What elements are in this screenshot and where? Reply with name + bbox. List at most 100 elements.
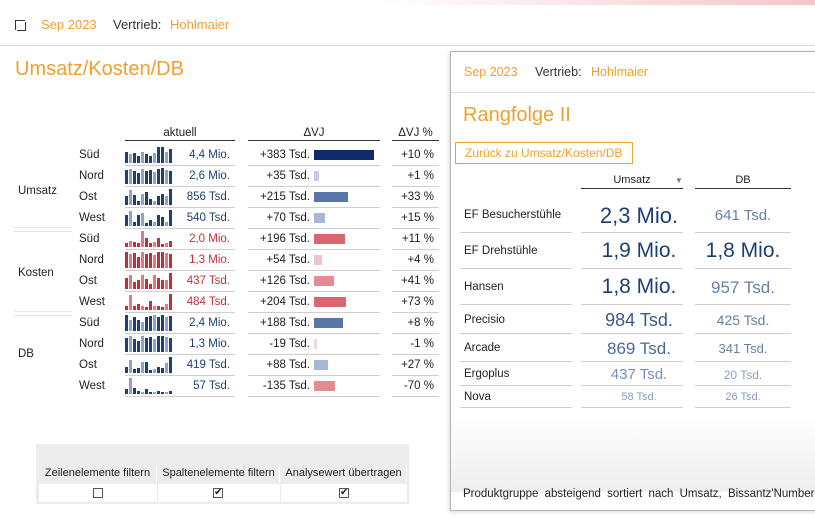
sparkline-bar (149, 253, 152, 268)
sparkline-bar (137, 304, 140, 310)
table-row[interactable]: Nord 1,3 Mio. +54 Tsd. +4 % (0, 250, 445, 271)
sparkline-bar (145, 223, 148, 226)
sparkline-bar (161, 368, 164, 373)
region-label: Nord (79, 338, 104, 350)
sparkline-bar (153, 242, 156, 247)
sparkline-chart (125, 252, 181, 268)
sparkline-bar (145, 154, 148, 163)
table-row[interactable]: Süd 2,4 Mio. +188 Tsd. +8 % (0, 313, 445, 334)
delta-vj-bar (314, 381, 335, 391)
transfer-analysis-checkbox[interactable]: ✔ (339, 487, 349, 498)
table-row[interactable]: Ost 856 Tsd. +215 Tsd. +33 % (0, 187, 445, 208)
ranking-row[interactable]: Precisio 984 Tsd. 425 Tsd. (451, 307, 815, 334)
sparkline-chart (125, 273, 181, 289)
filter-rows-checkbox[interactable] (93, 488, 103, 498)
actual-value: 437 Tsd. (186, 275, 230, 287)
ranking-row[interactable]: EF Besucherstühle 2,3 Mio. 641 Tsd. (451, 199, 815, 233)
period-selector[interactable]: Sep 2023 (41, 17, 97, 32)
sales-selector[interactable]: Hohlmaier (170, 17, 230, 32)
sparkline-bar (169, 254, 172, 268)
actual-value: 540 Tsd. (186, 212, 230, 224)
column-header-actual: aktuell (125, 127, 235, 141)
sparkline-bar (133, 369, 136, 373)
sparkline-chart (125, 378, 181, 394)
accent-line (380, 0, 815, 5)
sparkline-bar (133, 282, 136, 289)
table-row[interactable]: Ost 419 Tsd. +88 Tsd. +27 % (0, 355, 445, 376)
sparkline-bar (157, 306, 160, 310)
collapse-icon[interactable] (15, 20, 26, 31)
sparkline-chart (125, 147, 181, 163)
sparkline-bar (137, 173, 140, 184)
back-button[interactable]: Zurück zu Umsatz/Kosten/DB (455, 142, 634, 164)
column-header-delta-vj-pct[interactable]: ΔVJ % (392, 127, 439, 141)
sparkline-bar (141, 392, 144, 394)
actual-value: 2,0 Mio. (189, 233, 230, 245)
ranking-row[interactable]: EF Drehstühle 1,9 Mio. 1,8 Mio. (451, 235, 815, 269)
sparkline-bar (145, 254, 148, 268)
sparkline-bar (137, 243, 140, 247)
sparkline-bar (153, 255, 156, 268)
table-row[interactable]: Nord 2,6 Mio. +35 Tsd. +1 % (0, 166, 445, 187)
sparkline-bar (125, 338, 128, 352)
group-label: Kosten (18, 267, 54, 279)
ranking-row[interactable]: Ergoplus 437 Tsd. 20 Tsd. (451, 364, 815, 386)
table-row[interactable]: West 57 Tsd. -135 Tsd. -70 % (0, 376, 445, 397)
sparkline-bar (141, 306, 144, 310)
delta-vj-value: +54 Tsd. (266, 254, 310, 266)
ranking-row[interactable]: Nova 58 Tsd. 26 Tsd. (451, 388, 815, 408)
sparkline-bar (125, 367, 128, 373)
sparkline-bar (125, 215, 128, 226)
sparkline-bar (153, 201, 156, 205)
sparkline-bar (125, 278, 128, 289)
sparkline-bar (157, 215, 160, 226)
filter-columns-checkbox[interactable]: ✔ (213, 487, 223, 498)
delta-vj-percent: +15 % (401, 212, 434, 224)
sparkline-bar (165, 337, 168, 352)
region-label: West (79, 296, 105, 308)
column-header-umsatz[interactable]: Umsatz (581, 174, 683, 189)
ranking-row[interactable]: Hansen 1,8 Mio. 957 Tsd. (451, 271, 815, 305)
table-row[interactable]: Ost 437 Tsd. +126 Tsd. +41 % (0, 271, 445, 292)
delta-vj-percent: -1 % (410, 338, 434, 350)
delta-vj-bar (314, 255, 322, 265)
table-row[interactable]: Nord 1,3 Mio. -19 Tsd. -1 % (0, 334, 445, 355)
table-row[interactable]: Süd 4,4 Mio. +383 Tsd. +10 % (0, 145, 445, 166)
sparkline-chart (125, 315, 181, 331)
region-label: Süd (79, 149, 100, 161)
ranking-row[interactable]: Arcade 869 Tsd. 341 Tsd. (451, 336, 815, 362)
sparkline-bar (149, 392, 152, 394)
sparkline-bar (141, 336, 144, 352)
group-label: Umsatz (18, 185, 57, 197)
sparkline-bar (161, 147, 164, 163)
sparkline-bar (137, 320, 140, 331)
db-value: 26 Tsd. (725, 391, 761, 404)
sparkline-bar (129, 241, 132, 247)
panel-sales-selector[interactable]: Hohlmaier (591, 65, 648, 79)
sparkline-bar (165, 304, 168, 310)
ranking-panel: Sep 2023 Vertrieb: Hohlmaier Rangfolge I… (450, 51, 815, 511)
sparkline-bar (149, 220, 152, 226)
sparkline-bar (129, 154, 132, 163)
sparkline-bar (153, 222, 156, 226)
sparkline-bar (137, 201, 140, 205)
region-label: Nord (79, 254, 104, 266)
sparkline-bar (137, 280, 140, 289)
table-row[interactable]: West 540 Tsd. +70 Tsd. +15 % (0, 208, 445, 229)
sparkline-bar (129, 295, 132, 310)
panel-sales-label: Vertrieb: (535, 65, 582, 79)
panel-period-selector[interactable]: Sep 2023 (464, 65, 518, 79)
table-row[interactable]: Süd 2,0 Mio. +196 Tsd. +11 % (0, 229, 445, 250)
sparkline-bar (169, 294, 172, 310)
sparkline-bar (133, 153, 136, 163)
sparkline-bar (157, 169, 160, 184)
region-label: Süd (79, 317, 100, 329)
sort-descending-icon[interactable]: ▼ (675, 176, 683, 185)
column-header-delta-vj[interactable]: ΔVJ (248, 127, 380, 141)
product-name: EF Drehstühle (464, 245, 538, 257)
sparkline-bar (149, 337, 152, 352)
sparkline-bar (161, 244, 164, 247)
sparkline-bar (137, 215, 140, 226)
table-row[interactable]: West 484 Tsd. +204 Tsd. +73 % (0, 292, 445, 313)
column-header-db[interactable]: DB (695, 174, 791, 189)
